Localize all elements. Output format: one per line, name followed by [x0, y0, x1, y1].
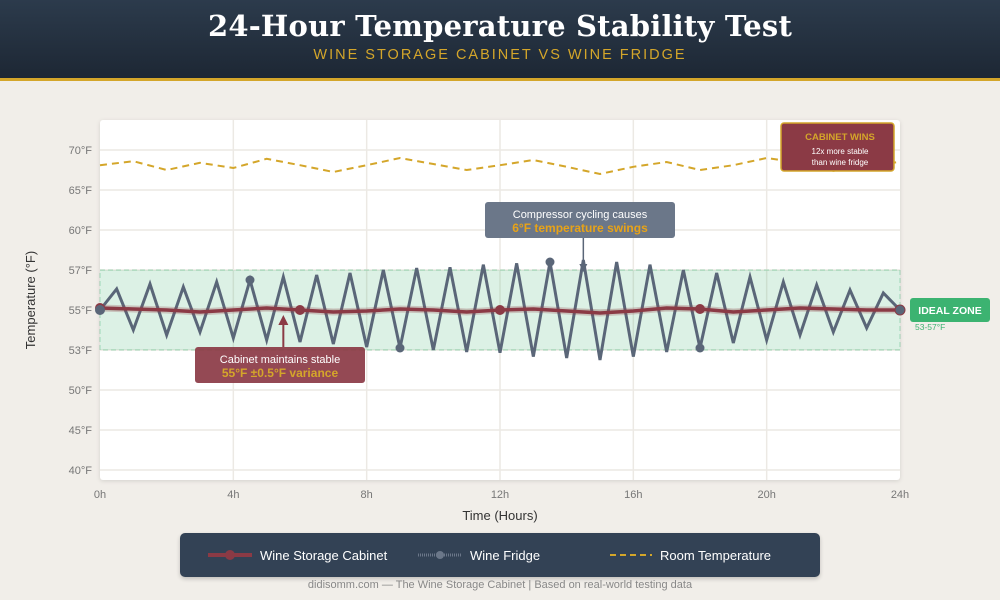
y-tick-label: 65°F	[69, 185, 93, 197]
cabinet-annotation-text: Cabinet maintains stable	[220, 354, 340, 366]
fridge-annotation-text: Compressor cycling causes	[513, 209, 648, 221]
y-tick-label: 40°F	[69, 465, 93, 477]
cabinet-line-swatch	[208, 550, 252, 560]
fridge-start-point	[95, 305, 105, 315]
page-subtitle: WINE STORAGE CABINET VS WINE FRIDGE	[313, 47, 687, 63]
y-tick-label: 55°F	[69, 305, 93, 317]
cabinet-annotation-box	[195, 347, 365, 383]
fridge-end-point	[894, 304, 906, 316]
x-axis-label: Time (Hours)	[462, 508, 537, 523]
fridge-data-point	[395, 343, 405, 353]
legend-label: Wine Fridge	[470, 547, 541, 563]
legend-item-fridge: Wine Fridge	[418, 533, 540, 577]
winner-text: 12x more stable	[812, 147, 869, 156]
fridge-annotation-highlight: 6°F temperature swings	[512, 221, 648, 235]
fridge-data-point	[245, 275, 255, 285]
ideal-zone-label: IDEAL ZONE	[918, 305, 981, 317]
ideal-zone-badge	[910, 298, 990, 322]
cabinet-data-point	[695, 304, 705, 314]
y-tick-label: 57°F	[69, 265, 93, 277]
legend: Wine Storage Cabinet Wine Fridge Room Te…	[180, 533, 820, 577]
y-axis-label: Temperature (°F)	[23, 251, 38, 349]
winner-title: CABINET WINS	[805, 132, 875, 143]
x-tick-label: 20h	[757, 489, 775, 501]
footer-credit: didisomm.com — The Wine Storage Cabinet …	[307, 579, 693, 591]
winner-badge	[780, 122, 895, 172]
y-tick-label: 45°F	[69, 425, 93, 437]
y-tick-label: 60°F	[69, 225, 93, 237]
page-title: 24-Hour Temperature Stability Test	[207, 9, 793, 43]
cabinet-annotation-highlight: 55°F ±0.5°F variance	[222, 366, 339, 380]
y-tick-label: 70°F	[69, 145, 93, 157]
fridge-line-swatch	[418, 551, 462, 559]
x-tick-label: 8h	[361, 489, 373, 501]
y-tick-label: 53°F	[69, 345, 93, 357]
room-temperature-line	[99, 156, 901, 176]
arrowhead-icon	[278, 315, 289, 325]
legend-item-cabinet: Wine Storage Cabinet	[208, 533, 387, 577]
fridge-data-point	[695, 343, 705, 353]
room-line-swatch	[610, 554, 652, 556]
x-tick-label: 0h	[94, 489, 106, 501]
fridge-data-point	[545, 257, 555, 267]
ideal-zone-range: 53-57°F	[915, 322, 945, 332]
arrowhead-icon	[579, 264, 588, 272]
x-tick-label: 4h	[227, 489, 239, 501]
y-tick-label: 50°F	[69, 385, 93, 397]
cabinet-data-point	[295, 305, 305, 315]
x-tick-label: 16h	[624, 489, 642, 501]
wine-fridge-line	[98, 259, 902, 361]
cabinet-data-point	[495, 305, 505, 315]
header: 24-Hour Temperature Stability Test WINE …	[0, 0, 1000, 81]
legend-item-room: Room Temperature	[610, 533, 771, 577]
x-tick-label: 24h	[891, 489, 909, 501]
fridge-annotation-box	[485, 202, 675, 238]
legend-label: Room Temperature	[660, 547, 772, 563]
x-tick-label: 12h	[491, 489, 509, 501]
legend-label: Wine Storage Cabinet	[260, 547, 388, 563]
winner-text: than wine fridge	[812, 158, 869, 167]
